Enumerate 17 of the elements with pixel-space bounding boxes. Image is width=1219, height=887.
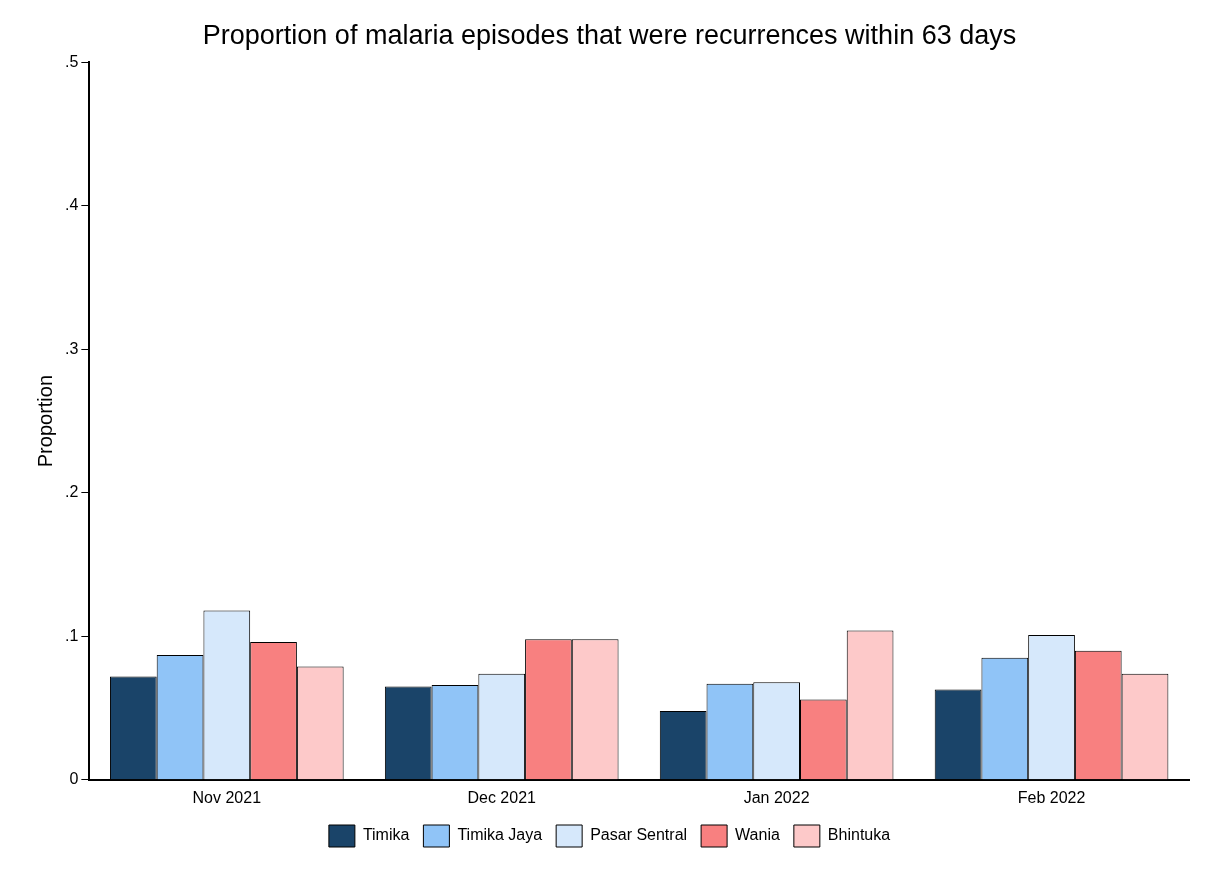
chart-title: Proportion of malaria episodes that were recurrences within 63 days — [202, 19, 1017, 50]
legend-label: Timika — [362, 826, 410, 844]
y-tick-label: .2 — [65, 483, 79, 501]
x-tick-label: Nov 2021 — [192, 788, 262, 806]
legend-label: Pasar Sentral — [590, 826, 688, 844]
y-tick-label: 0 — [69, 770, 79, 788]
y-tick-label: .1 — [65, 626, 79, 644]
x-tick-label: Dec 2021 — [467, 788, 537, 806]
x-tick-label: Feb 2022 — [1017, 788, 1086, 806]
x-tick-label: Jan 2022 — [743, 788, 810, 806]
y-tick-label: .3 — [65, 339, 79, 357]
y-tick-label: .4 — [65, 196, 79, 214]
y-axis-title: Proportion — [33, 374, 56, 468]
y-tick-label: .5 — [65, 52, 79, 70]
legend-label: Wania — [735, 826, 780, 844]
legend-label: Timika Jaya — [457, 826, 543, 844]
legend-label: Bhintuka — [827, 826, 891, 844]
